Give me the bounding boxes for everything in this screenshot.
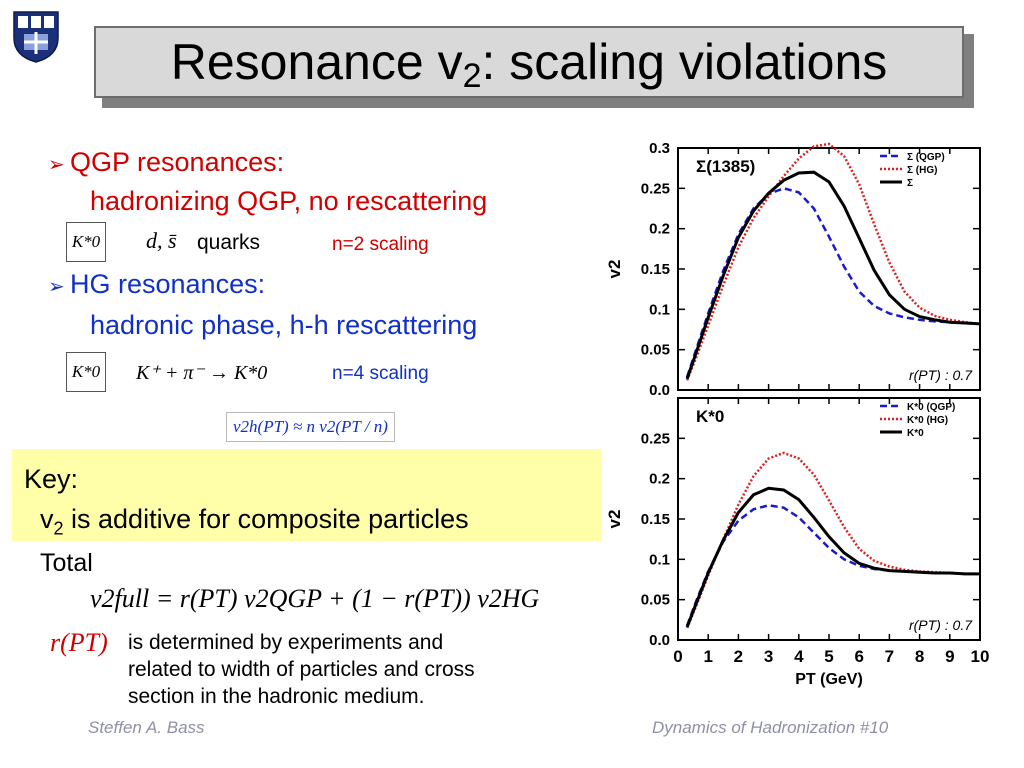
bullet-qgp-resonances: ➢ QGP resonances: — [48, 146, 284, 181]
y-tick-label: 0.15 — [641, 511, 670, 528]
plot-frame — [677, 147, 981, 391]
scaling-formula: v2h(PT) ≈ n v2(PT / n) — [226, 412, 395, 442]
k0-box-2: K*0 — [66, 352, 106, 392]
y-tick-label: 0.1 — [649, 301, 670, 318]
footer-author: Steffen A. Bass — [88, 718, 205, 737]
x-tick-label: 9 — [945, 647, 954, 666]
y-tick-label: 0.0 — [649, 382, 670, 399]
y-axis-label: v2 — [605, 260, 624, 279]
x-tick-label: 7 — [885, 647, 894, 666]
legend-label: Σ — [907, 178, 913, 189]
y-axis-label: v2 — [605, 510, 624, 529]
footer-slide-info: Dynamics of Hadronization #10 — [652, 718, 889, 737]
r-pt-label: r(PT) — [50, 628, 108, 657]
series-line-2 — [685, 142, 981, 381]
y-tick-label: 0.25 — [641, 430, 670, 447]
reaction-formula: K⁺ + π⁻ → K*0 — [136, 362, 268, 384]
university-shield-logo — [13, 11, 59, 63]
key-label: Key: — [24, 464, 79, 494]
k0-box-1: K*0 — [66, 222, 106, 262]
x-tick-label: 10 — [971, 647, 990, 666]
legend-label: Σ (QGP) — [907, 152, 945, 163]
legend-label: K*0 (HG) — [907, 415, 948, 426]
x-tick-label: 1 — [703, 647, 712, 666]
y-tick-label: 0.05 — [641, 592, 670, 609]
x-tick-label: 6 — [854, 647, 863, 666]
series-line-1 — [685, 186, 981, 378]
key-box — [12, 449, 602, 541]
y-tick-label: 0.25 — [641, 180, 670, 197]
quarks-label: quarks — [197, 231, 261, 254]
legend-label: K*0 — [907, 428, 924, 439]
n4-scaling-label: n=4 scaling — [332, 363, 429, 384]
y-tick-label: 0.2 — [649, 221, 670, 238]
arrow-bullet-icon: ➢ — [48, 276, 65, 298]
y-tick-label: 0.15 — [641, 261, 670, 278]
legend-label: K*0 (QGP) — [907, 402, 955, 413]
total-label: Total — [40, 549, 93, 577]
plot-frame — [677, 397, 981, 641]
y-tick-label: 0.0 — [649, 632, 670, 649]
x-tick-label: 0 — [673, 647, 682, 666]
x-tick-label: 5 — [824, 647, 833, 666]
y-tick-label: 0.2 — [649, 471, 670, 488]
x-tick-label: 3 — [764, 647, 773, 666]
bullet-hg-description: hadronic phase, h-h rescattering — [90, 310, 478, 340]
x-tick-label: 4 — [794, 647, 804, 666]
legend-label: Σ (HG) — [907, 165, 937, 176]
key-statement: v2 is additive for composite particles — [40, 504, 469, 539]
ratio-annotation: r(PT) : 0.7 — [909, 367, 973, 383]
r-pt-description: is determined by experiments and related… — [128, 631, 475, 708]
panel-label: K*0 — [696, 407, 724, 426]
series-line-2 — [685, 451, 980, 629]
y-tick-label: 0.3 — [649, 140, 670, 157]
x-tick-label: 8 — [915, 647, 924, 666]
quarks-math: d, s̄ — [146, 228, 177, 253]
x-tick-label: 2 — [734, 647, 743, 666]
y-tick-label: 0.05 — [641, 342, 670, 359]
ratio-annotation: r(PT) : 0.7 — [909, 617, 973, 633]
panel-label: Σ(1385) — [696, 157, 755, 176]
total-formula: v2full = r(PT) v2QGP + (1 − r(PT)) v2HG — [90, 584, 540, 613]
title-box — [94, 26, 964, 98]
series-line-3 — [685, 170, 981, 380]
slide-title: Resonance v2: scaling violations — [170, 34, 888, 95]
series-line-3 — [685, 486, 980, 628]
x-axis-label: PT (GeV) — [795, 671, 863, 688]
arrow-bullet-icon: ➢ — [48, 154, 65, 176]
bullet-hg-resonances: ➢ HG resonances: — [48, 268, 265, 303]
y-tick-label: 0.1 — [649, 551, 670, 568]
bullet-qgp-description: hadronizing QGP, no rescattering — [90, 186, 488, 216]
n2-scaling-label: n=2 scaling — [332, 234, 429, 255]
